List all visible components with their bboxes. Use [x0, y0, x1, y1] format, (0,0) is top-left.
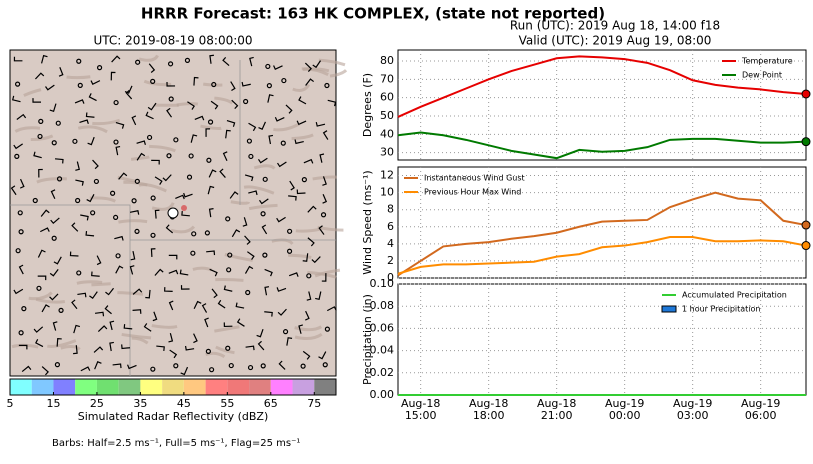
y-axis-label: Wind Speed (ms⁻¹): [361, 170, 374, 274]
x-tick-label: 03:00: [677, 409, 709, 422]
terrain: [177, 104, 198, 105]
y-tick-label: 60: [380, 91, 394, 104]
y-tick-label: 80: [380, 54, 394, 67]
legend-swatch: [662, 306, 676, 312]
run-label: Run (UTC): 2019 Aug 18, 14:00 f18: [510, 19, 720, 33]
y-axis-label: Degrees (F): [361, 73, 374, 137]
legend-label: Previous Hour Max Wind: [424, 188, 521, 197]
panel-frame: [398, 284, 806, 395]
terrain: [118, 221, 147, 222]
legend-label: Accumulated Precipitation: [682, 291, 787, 300]
colorbar-cell: [10, 379, 32, 395]
legend-label: Instantaneous Wind Gust: [424, 174, 525, 183]
y-tick-label: 40: [380, 127, 394, 140]
x-tick-label: 15:00: [405, 409, 437, 422]
end-marker: [802, 90, 810, 98]
colorbar-cell: [119, 379, 141, 395]
colorbar-cell: [53, 379, 75, 395]
colorbar-cell: [75, 379, 97, 395]
colorbar-cell: [97, 379, 119, 395]
legend-label: 1 hour Precipitation: [682, 305, 761, 314]
colorbar-cell: [184, 379, 206, 395]
legend-label: Dew Point: [742, 71, 782, 80]
legend-label: Temperature: [741, 57, 793, 66]
y-tick-label: 8: [387, 203, 394, 216]
terrain: [91, 284, 110, 285]
map-title: UTC: 2019-08-19 08:00:00: [93, 34, 252, 48]
y-tick-label: 6: [387, 220, 394, 233]
y-tick-label: 30: [380, 146, 394, 159]
colorbar-label: Simulated Radar Reflectivity (dBZ): [78, 410, 269, 423]
x-tick-label: 21:00: [541, 409, 573, 422]
colorbar-tick-label: 25: [90, 397, 104, 410]
colorbar-cell: [314, 379, 336, 395]
colorbar-cell: [227, 379, 249, 395]
terrain: [203, 84, 222, 85]
y-tick-label: 70: [380, 72, 394, 85]
y-axis-label: Precipitation (in): [361, 294, 374, 385]
fire-location: [168, 208, 178, 218]
colorbar-tick-label: 45: [177, 397, 191, 410]
fire-point: [181, 205, 187, 211]
terrain: [215, 279, 243, 280]
colorbar-tick-label: 15: [46, 397, 60, 410]
colorbar-cell: [162, 379, 184, 395]
footnote: Barbs: Half=2.5 ms⁻¹, Full=5 ms⁻¹, Flag=…: [52, 438, 300, 449]
colorbar-cell: [271, 379, 293, 395]
colorbar-cell: [140, 379, 162, 395]
colorbar-tick-label: 65: [264, 397, 278, 410]
panel-frame: [398, 50, 806, 160]
x-tick-label: 00:00: [609, 409, 641, 422]
colorbar-cell: [206, 379, 228, 395]
terrain: [77, 282, 102, 284]
y-tick-label: 0.10: [370, 277, 395, 290]
end-marker: [802, 242, 810, 250]
end-marker: [802, 138, 810, 146]
y-tick-label: 4: [387, 237, 394, 250]
x-tick-label: 06:00: [745, 409, 777, 422]
colorbar-tick-label: 35: [133, 397, 147, 410]
y-tick-label: 2: [387, 254, 394, 267]
colorbar-tick-label: 5: [7, 397, 14, 410]
y-tick-label: 50: [380, 109, 394, 122]
end-marker: [802, 221, 810, 229]
colorbar-cell: [249, 379, 271, 395]
valid-label: Valid (UTC): 2019 Aug 19, 08:00: [519, 34, 712, 48]
y-tick-label: 12: [380, 169, 394, 182]
y-tick-label: 0.00: [370, 388, 395, 401]
colorbar-tick-label: 55: [220, 397, 234, 410]
y-tick-label: 10: [380, 186, 394, 199]
colorbar-tick-label: 75: [307, 397, 321, 410]
colorbar-cell: [293, 379, 315, 395]
terrain: [152, 326, 177, 328]
colorbar-cell: [32, 379, 54, 395]
x-tick-label: 18:00: [473, 409, 505, 422]
terrain: [67, 77, 91, 78]
